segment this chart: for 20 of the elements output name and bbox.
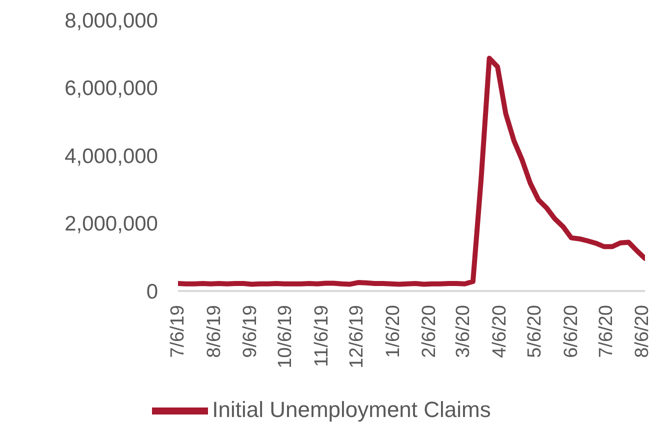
y-tick-label: 8,000,000	[64, 9, 158, 32]
x-tick-label: 1/6/20	[382, 305, 404, 358]
x-tick-label: 3/6/20	[453, 305, 474, 358]
x-tick-label: 9/6/19	[240, 305, 262, 358]
y-tick-label: 4,000,000	[64, 144, 158, 168]
x-tick-label: 11/6/19	[311, 305, 332, 367]
x-tick-label: 8/6/20	[632, 305, 654, 358]
x-tick-label: 6/6/20	[560, 305, 582, 358]
x-tick-label: 8/6/19	[204, 305, 225, 358]
y-tick-label: 0	[146, 280, 158, 304]
x-tick-label: 12/6/19	[346, 305, 368, 368]
y-tick-label: 6,000,000	[64, 77, 158, 100]
x-tick-label: 10/6/19	[275, 305, 296, 368]
y-tick-label: 2,000,000	[64, 212, 158, 236]
x-tick-label: 2/6/20	[419, 305, 440, 358]
legend-label: Initial Unemployment Claims	[212, 396, 491, 422]
x-tick-label: 5/6/20	[524, 305, 546, 358]
x-tick-label: 7/6/19	[168, 305, 188, 358]
x-tick-label: 4/6/20	[489, 305, 510, 358]
x-tick-label: 7/6/20	[596, 305, 617, 358]
